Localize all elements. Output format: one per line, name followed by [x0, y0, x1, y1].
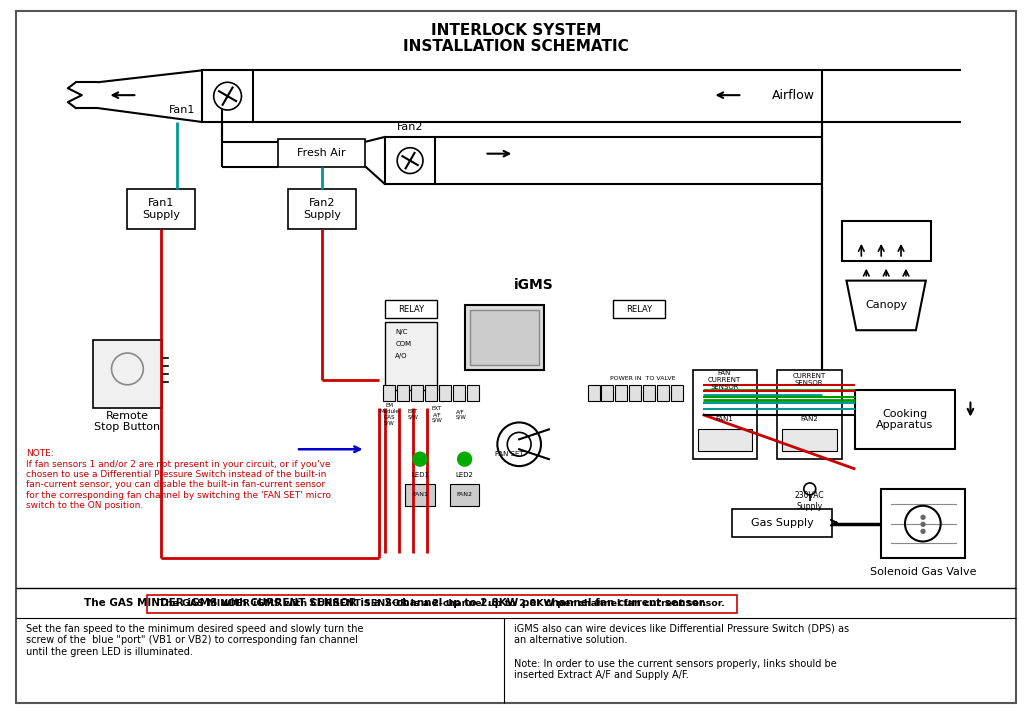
Text: Cooking
Apparatus: Cooking Apparatus — [877, 408, 934, 431]
FancyBboxPatch shape — [588, 385, 599, 401]
Circle shape — [413, 452, 427, 466]
FancyBboxPatch shape — [93, 340, 162, 408]
Text: The GAS MINDER iGMS with CURRENT SENSOR is a 2-channel up to 2.8KW per channel f: The GAS MINDER iGMS with CURRENT SENSOR … — [159, 600, 725, 608]
FancyBboxPatch shape — [657, 385, 669, 401]
FancyBboxPatch shape — [470, 311, 539, 365]
Text: Fan2
Supply: Fan2 Supply — [303, 198, 341, 220]
Text: EM
Module
GAS
S/W: EM Module GAS S/W — [379, 403, 399, 426]
Text: 230VAC
Supply: 230VAC Supply — [795, 491, 824, 511]
FancyBboxPatch shape — [147, 595, 737, 613]
Text: ●
●
●: ● ● ● — [920, 513, 926, 533]
Text: Canopy: Canopy — [865, 301, 907, 311]
Text: FAN
CURRENT
SENSOR: FAN CURRENT SENSOR — [708, 370, 741, 390]
Text: FAN SET: FAN SET — [495, 451, 523, 457]
Text: INSTALLATION SCHEMATIC: INSTALLATION SCHEMATIC — [403, 39, 629, 54]
Text: iGMS: iGMS — [514, 278, 554, 291]
Text: NOTE:
If fan sensors 1 and/or 2 are not present in your circuit, or if you've
ch: NOTE: If fan sensors 1 and/or 2 are not … — [27, 449, 331, 511]
FancyBboxPatch shape — [630, 385, 641, 401]
FancyBboxPatch shape — [366, 271, 702, 558]
Text: LED1: LED1 — [411, 472, 429, 478]
Text: RELAY: RELAY — [398, 305, 424, 314]
FancyBboxPatch shape — [601, 385, 613, 401]
Polygon shape — [847, 281, 926, 330]
Text: LED2: LED2 — [456, 472, 473, 478]
Text: Fan2: Fan2 — [397, 122, 423, 132]
Text: POWER IN  TO VALVE: POWER IN TO VALVE — [610, 376, 676, 381]
Text: Gas Supply: Gas Supply — [751, 518, 813, 528]
Text: CURRENT
SENSOR: CURRENT SENSOR — [793, 373, 825, 386]
FancyBboxPatch shape — [279, 139, 366, 166]
Text: Fresh Air: Fresh Air — [298, 148, 346, 158]
FancyBboxPatch shape — [882, 489, 966, 558]
FancyBboxPatch shape — [385, 137, 435, 184]
FancyBboxPatch shape — [842, 221, 931, 261]
FancyBboxPatch shape — [671, 385, 683, 401]
FancyBboxPatch shape — [383, 385, 395, 401]
FancyBboxPatch shape — [782, 429, 837, 451]
Text: COM: COM — [395, 341, 412, 347]
FancyBboxPatch shape — [732, 509, 831, 536]
FancyBboxPatch shape — [450, 484, 479, 506]
Text: Fan1
Supply: Fan1 Supply — [142, 198, 180, 220]
FancyBboxPatch shape — [697, 429, 753, 451]
FancyBboxPatch shape — [643, 385, 655, 401]
Text: EXT
A/F
S/W: EXT A/F S/W — [431, 406, 442, 423]
FancyBboxPatch shape — [16, 11, 1016, 703]
FancyBboxPatch shape — [202, 71, 253, 122]
FancyBboxPatch shape — [453, 385, 465, 401]
Text: FAN2: FAN2 — [800, 416, 817, 423]
Text: Airflow: Airflow — [772, 89, 815, 101]
FancyBboxPatch shape — [465, 306, 544, 370]
Text: INTERLOCK SYSTEM: INTERLOCK SYSTEM — [431, 23, 601, 38]
FancyBboxPatch shape — [406, 484, 435, 506]
Text: A/O: A/O — [395, 353, 408, 359]
Text: EXT
S/W: EXT S/W — [408, 409, 419, 420]
Text: A/F
S/W: A/F S/W — [456, 409, 466, 420]
FancyBboxPatch shape — [127, 189, 195, 229]
FancyBboxPatch shape — [397, 385, 409, 401]
FancyBboxPatch shape — [615, 385, 628, 401]
FancyBboxPatch shape — [467, 385, 478, 401]
Text: Fan1: Fan1 — [169, 105, 196, 115]
Text: FAN1: FAN1 — [716, 416, 733, 423]
FancyBboxPatch shape — [855, 390, 954, 449]
Text: iGMS also can wire devices like Differential Pressure Switch (DPS) as
an alterna: iGMS also can wire devices like Differen… — [514, 624, 849, 680]
FancyBboxPatch shape — [613, 301, 665, 318]
FancyBboxPatch shape — [385, 322, 437, 390]
Text: Remote
Stop Button: Remote Stop Button — [94, 411, 161, 432]
Text: FAN1: FAN1 — [412, 493, 428, 498]
Circle shape — [458, 452, 472, 466]
FancyBboxPatch shape — [777, 370, 842, 459]
FancyBboxPatch shape — [411, 385, 423, 401]
FancyBboxPatch shape — [439, 385, 451, 401]
FancyBboxPatch shape — [693, 370, 757, 459]
Text: Set the fan speed to the minimum desired speed and slowly turn the
screw of the : Set the fan speed to the minimum desired… — [27, 624, 364, 657]
FancyBboxPatch shape — [425, 385, 437, 401]
Text: Solenoid Gas Valve: Solenoid Gas Valve — [869, 567, 976, 577]
FancyBboxPatch shape — [288, 189, 355, 229]
Text: The GAS MINDER iGMS with CURRENT SENSOR is a 2-channel up to 2.8KW per channel f: The GAS MINDER iGMS with CURRENT SENSOR … — [84, 598, 707, 608]
FancyBboxPatch shape — [385, 301, 437, 318]
Text: FAN2: FAN2 — [457, 493, 473, 498]
Text: N/C: N/C — [395, 329, 408, 335]
Text: RELAY: RELAY — [626, 305, 652, 314]
